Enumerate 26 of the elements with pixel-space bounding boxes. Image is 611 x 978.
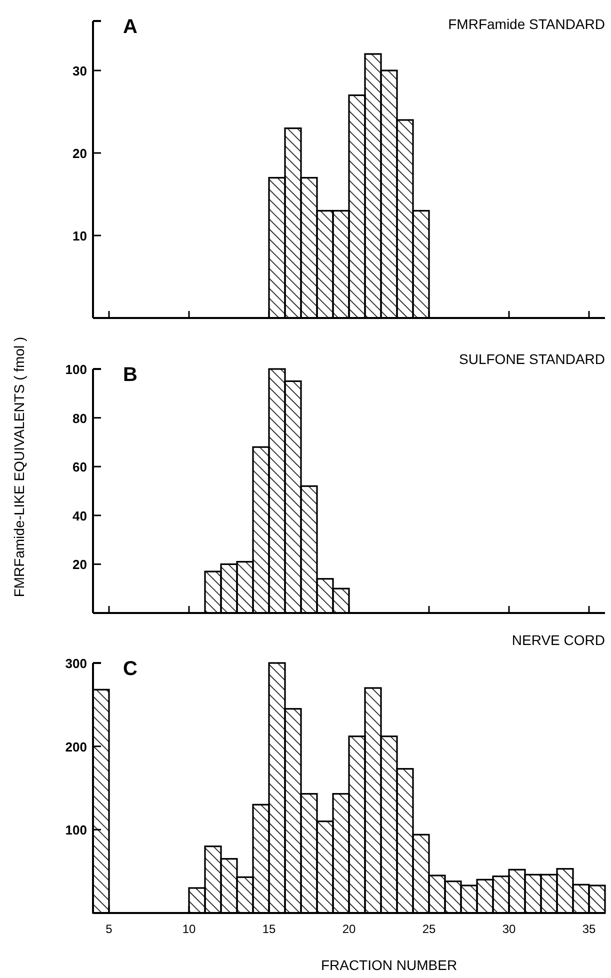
x-tick-label: 30: [502, 922, 516, 936]
annotation: B: [123, 364, 138, 386]
y-tick-label: 20: [72, 557, 87, 572]
chart-title: SULFONE STANDARD: [459, 351, 605, 367]
y-tick-label: 40: [72, 508, 87, 524]
y-tick-label: 200: [65, 739, 87, 754]
x-tick-label: 35: [582, 922, 596, 936]
y-axis-title: FMRFamide-LIKE EQUIVALENTS ( fmol ): [11, 336, 27, 598]
y-tick-label: 60: [72, 460, 87, 475]
y-tick-label: 300: [65, 656, 87, 671]
y-tick-label: 100: [65, 822, 87, 838]
chart-title: FMRFamide STANDARD: [448, 16, 605, 32]
y-tick-label: 10: [72, 228, 87, 244]
y-tick-label: 100: [65, 362, 87, 377]
x-tick-label: 10: [182, 922, 196, 936]
annotation: A: [123, 16, 138, 38]
x-tick-label: 25: [422, 922, 436, 936]
y-tick-label: 30: [72, 64, 87, 78]
chart-title: NERVE CORD: [512, 632, 605, 648]
x-axis-title: FRACTION NUMBER: [320, 957, 458, 973]
annotation: C: [123, 658, 138, 680]
x-tick-label: 20: [342, 922, 356, 936]
y-tick-label: 80: [72, 410, 87, 426]
x-tick-label: 5: [106, 922, 113, 936]
x-tick-label: 15: [262, 922, 276, 936]
y-tick-label: 20: [72, 146, 87, 161]
